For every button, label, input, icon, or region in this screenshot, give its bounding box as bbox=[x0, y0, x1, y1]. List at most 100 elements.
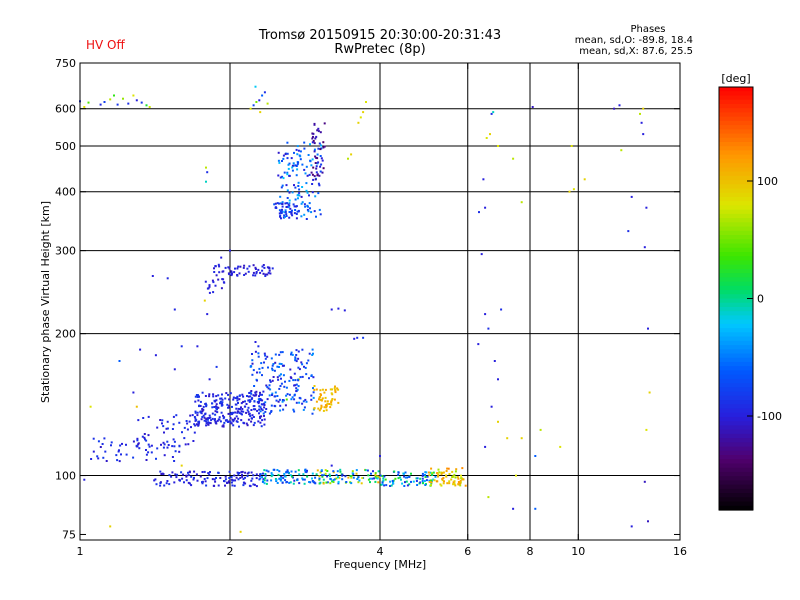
data-point bbox=[241, 470, 244, 473]
data-point bbox=[258, 408, 261, 411]
data-point bbox=[175, 476, 178, 479]
data-point bbox=[188, 470, 191, 473]
data-point bbox=[298, 401, 301, 404]
colorbar-segment bbox=[719, 357, 753, 363]
data-point bbox=[284, 479, 287, 482]
data-point bbox=[431, 474, 434, 476]
data-point bbox=[174, 450, 177, 453]
data-point bbox=[278, 161, 281, 164]
data-point bbox=[642, 107, 645, 110]
data-point bbox=[378, 476, 381, 479]
data-point bbox=[208, 414, 211, 417]
data-point bbox=[196, 414, 199, 417]
data-point bbox=[182, 473, 185, 476]
data-point bbox=[145, 453, 148, 456]
data-point bbox=[195, 419, 198, 422]
data-point bbox=[298, 368, 301, 371]
data-point bbox=[454, 476, 457, 479]
data-point bbox=[310, 374, 313, 377]
data-point bbox=[402, 472, 405, 475]
data-point bbox=[105, 460, 108, 462]
data-point bbox=[266, 479, 269, 482]
data-point bbox=[193, 423, 196, 426]
colorbar-segment bbox=[719, 235, 753, 240]
data-point bbox=[497, 378, 499, 381]
data-point bbox=[165, 427, 168, 430]
data-point bbox=[268, 266, 271, 269]
data-point bbox=[285, 481, 288, 484]
data-point bbox=[202, 405, 205, 408]
data-point bbox=[325, 409, 328, 412]
data-point bbox=[254, 268, 257, 270]
data-point bbox=[415, 480, 418, 482]
data-point bbox=[257, 398, 260, 401]
data-point bbox=[255, 101, 258, 103]
data-point bbox=[197, 399, 200, 402]
data-point bbox=[284, 215, 286, 218]
data-point bbox=[288, 191, 291, 194]
data-point bbox=[208, 473, 211, 476]
data-point bbox=[244, 471, 247, 474]
data-point bbox=[278, 366, 280, 368]
data-point bbox=[210, 419, 213, 422]
data-point bbox=[290, 212, 293, 215]
data-point bbox=[272, 363, 275, 365]
data-point bbox=[244, 482, 247, 485]
data-point bbox=[254, 350, 257, 353]
data-point bbox=[208, 284, 211, 287]
data-point bbox=[287, 206, 290, 209]
data-point bbox=[286, 152, 289, 155]
data-point bbox=[171, 428, 174, 430]
data-point bbox=[462, 478, 465, 481]
data-point bbox=[255, 271, 258, 273]
data-point bbox=[83, 106, 86, 108]
data-point bbox=[295, 165, 298, 167]
data-point bbox=[159, 482, 162, 484]
data-point bbox=[222, 424, 225, 427]
data-point bbox=[404, 471, 407, 474]
colorbar-tick-label: 100 bbox=[757, 175, 778, 188]
data-point bbox=[268, 394, 271, 397]
data-point bbox=[261, 399, 264, 402]
data-point bbox=[238, 394, 241, 397]
colorbar-segment bbox=[719, 213, 753, 219]
data-point bbox=[99, 446, 102, 448]
data-point bbox=[166, 420, 169, 423]
data-point bbox=[258, 395, 260, 398]
data-point bbox=[196, 423, 198, 426]
data-point bbox=[204, 412, 207, 415]
data-point bbox=[304, 205, 307, 208]
data-point bbox=[391, 480, 394, 482]
data-point bbox=[282, 154, 285, 157]
data-point bbox=[145, 439, 148, 442]
colorbar-segment bbox=[719, 332, 753, 338]
data-point bbox=[218, 416, 221, 419]
data-point bbox=[251, 359, 254, 362]
data-point bbox=[325, 481, 328, 484]
data-point bbox=[238, 398, 241, 401]
colorbar-segment bbox=[719, 281, 753, 287]
data-point bbox=[253, 405, 256, 407]
data-point bbox=[310, 398, 313, 401]
data-point bbox=[215, 477, 217, 479]
data-point bbox=[371, 477, 374, 480]
x-tick-label: 16 bbox=[673, 545, 687, 558]
data-point bbox=[263, 414, 265, 417]
data-point bbox=[219, 397, 222, 400]
data-point bbox=[102, 456, 105, 459]
data-point bbox=[630, 195, 633, 198]
data-point bbox=[293, 398, 296, 401]
data-point bbox=[263, 352, 266, 355]
data-point bbox=[135, 99, 138, 102]
data-point bbox=[206, 477, 209, 480]
data-point bbox=[406, 476, 409, 479]
data-point bbox=[239, 476, 242, 479]
data-point bbox=[445, 474, 447, 477]
data-point bbox=[534, 455, 537, 457]
data-point bbox=[302, 408, 305, 411]
data-point bbox=[246, 409, 249, 412]
data-point bbox=[647, 520, 649, 523]
data-point bbox=[312, 178, 315, 181]
data-point bbox=[353, 337, 356, 340]
colorbar-segment bbox=[719, 184, 753, 190]
